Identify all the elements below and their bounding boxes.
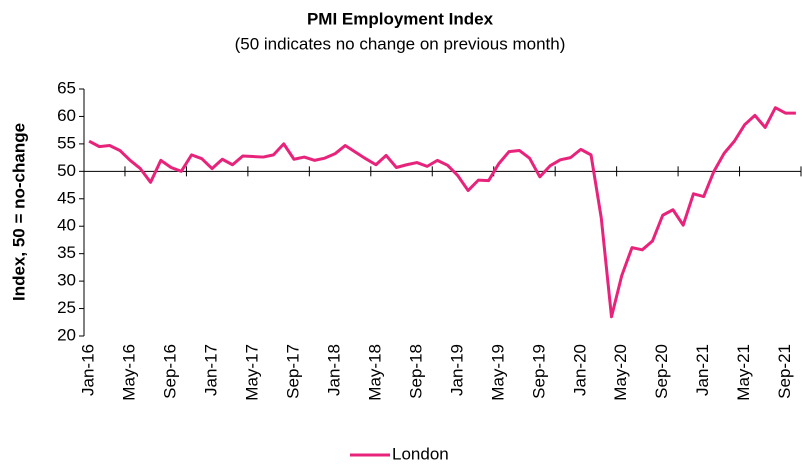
x-tick-label: Sep-20: [652, 344, 671, 399]
x-tick-label: Jan-16: [79, 344, 98, 396]
x-tick-label: May-17: [242, 344, 261, 401]
x-tick-label: Sep-17: [283, 344, 302, 399]
x-tick-label: May-16: [120, 344, 139, 401]
y-tick-label: 50: [57, 161, 76, 180]
legend-label: London: [392, 444, 449, 463]
y-tick-label: 25: [57, 298, 76, 317]
y-tick-label: 30: [57, 271, 76, 290]
x-tick-label: Sep-19: [529, 344, 548, 399]
x-tick-label: Jan-19: [447, 344, 466, 396]
chart-title: PMI Employment Index: [307, 9, 494, 28]
line-series: [88, 106, 796, 319]
x-tick-label: May-20: [611, 344, 630, 401]
x-tick-label: Jan-18: [324, 344, 343, 396]
y-tick-label: 55: [57, 133, 76, 152]
y-tick-label: 60: [57, 106, 76, 125]
y-tick-label: 35: [57, 243, 76, 262]
x-tick-label: Sep-21: [775, 344, 794, 399]
y-tick-label: 65: [57, 78, 76, 97]
y-tick-label: 20: [57, 325, 76, 344]
x-tick-label: Sep-16: [161, 344, 180, 399]
x-tick-label: Sep-18: [406, 344, 425, 399]
x-tick-label: May-19: [488, 344, 507, 401]
y-axis-label: Index, 50 = no-change: [9, 123, 28, 301]
chart-subtitle: (50 indicates no change on previous mont…: [235, 34, 566, 53]
y-tick-label: 40: [57, 216, 76, 235]
y-tick-label: 45: [57, 188, 76, 207]
x-tick-label: May-18: [365, 344, 384, 401]
x-tick-label: Jan-17: [202, 344, 221, 396]
x-tick-label: Jan-21: [693, 344, 712, 396]
x-tick-label: May-21: [734, 344, 753, 401]
x-tick-label: Jan-20: [570, 344, 589, 396]
